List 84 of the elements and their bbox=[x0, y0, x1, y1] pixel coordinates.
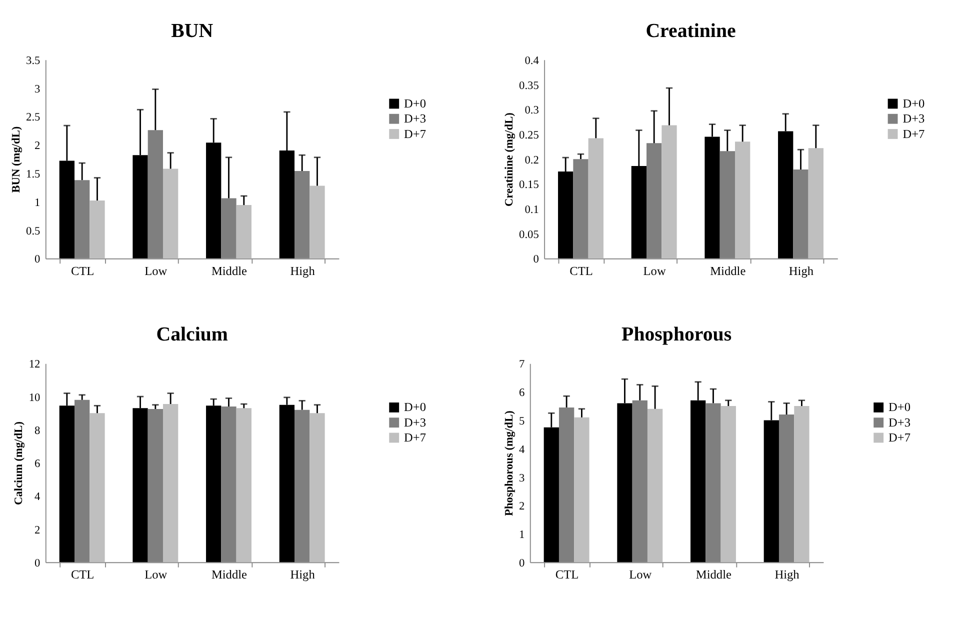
y-tick-label: 0.4 bbox=[524, 54, 540, 67]
y-tick-label: 0.5 bbox=[26, 225, 41, 238]
legend-label: D+0 bbox=[404, 96, 426, 110]
y-tick-label: 4 bbox=[519, 444, 526, 456]
chart-title: BUN bbox=[171, 20, 214, 42]
y-tick-label: 3 bbox=[519, 472, 526, 484]
bar bbox=[574, 417, 590, 562]
y-tick-label: 0.35 bbox=[519, 80, 540, 92]
legend-label: D+7 bbox=[902, 126, 925, 141]
y-tick-label: 0.3 bbox=[524, 104, 540, 117]
bar bbox=[647, 408, 663, 562]
legend-label: D+3 bbox=[404, 415, 426, 430]
bar bbox=[662, 125, 677, 258]
y-tick-label: 0 bbox=[519, 557, 526, 570]
bar bbox=[310, 413, 325, 562]
y-tick-label: 4 bbox=[34, 491, 41, 504]
bar bbox=[310, 186, 325, 258]
y-tick-label: 0.25 bbox=[519, 129, 540, 142]
y-tick-label: 0.1 bbox=[524, 204, 539, 216]
bar bbox=[794, 406, 810, 562]
x-tick-label: High bbox=[788, 264, 814, 278]
y-tick-label: 5 bbox=[519, 415, 526, 428]
chart-title: Phosphorous bbox=[622, 324, 732, 346]
x-tick-label: CTL bbox=[555, 568, 579, 582]
y-tick-label: 0.15 bbox=[519, 179, 540, 192]
y-tick-label: 6 bbox=[519, 387, 526, 400]
y-axis-title: BUN (mg/dL) bbox=[10, 126, 22, 193]
x-tick-label: Low bbox=[643, 264, 666, 278]
y-tick-label: 0 bbox=[533, 254, 540, 266]
chart-title: Calcium bbox=[156, 324, 228, 346]
y-tick-label: 6 bbox=[34, 458, 41, 470]
x-tick-label: CTL bbox=[570, 264, 593, 278]
bar bbox=[236, 205, 252, 258]
chart-title: Creatinine bbox=[646, 20, 736, 42]
bar bbox=[808, 148, 824, 258]
x-tick-label: Low bbox=[629, 568, 652, 582]
bar bbox=[734, 142, 750, 258]
y-axis-title: Phosphorous (mg/dL) bbox=[503, 410, 516, 516]
x-tick-label: High bbox=[774, 568, 800, 582]
x-tick-label: Low bbox=[144, 264, 168, 278]
x-tick-label: High bbox=[290, 568, 315, 582]
legend-label: D+0 bbox=[404, 400, 426, 414]
y-tick-label: 10 bbox=[28, 392, 41, 404]
y-tick-label: 1 bbox=[34, 196, 40, 209]
y-tick-label: 3.5 bbox=[26, 54, 41, 67]
bar bbox=[162, 168, 178, 258]
y-axis-title: Calcium (mg/dL) bbox=[13, 421, 26, 506]
y-tick-label: 0.2 bbox=[524, 154, 540, 166]
x-tick-label: Middle bbox=[211, 568, 248, 582]
legend-label: D+7 bbox=[404, 430, 426, 445]
legend-label: D+7 bbox=[404, 126, 426, 141]
legend-label: D+3 bbox=[888, 415, 910, 430]
y-tick-label: 2 bbox=[34, 140, 41, 152]
bar bbox=[720, 406, 736, 562]
legend-label: D+3 bbox=[902, 112, 925, 126]
y-tick-label: 3 bbox=[34, 83, 41, 96]
x-tick-label: Middle bbox=[710, 264, 746, 278]
x-tick-label: CTL bbox=[70, 264, 94, 278]
y-tick-label: 2.5 bbox=[26, 112, 41, 124]
y-tick-label: 8 bbox=[34, 424, 41, 437]
bar bbox=[588, 138, 604, 258]
y-tick-label: 2 bbox=[34, 524, 41, 536]
y-axis-title: Creatinine (mg/dL) bbox=[503, 112, 516, 207]
y-tick-label: 0 bbox=[34, 557, 41, 570]
x-tick-label: High bbox=[290, 264, 315, 278]
y-tick-label: 7 bbox=[519, 358, 526, 371]
bar bbox=[162, 404, 178, 562]
y-tick-label: 2 bbox=[519, 500, 526, 513]
x-tick-label: Middle bbox=[211, 264, 248, 278]
legend-label: D+0 bbox=[902, 96, 925, 110]
legend-label: D+3 bbox=[404, 112, 426, 126]
bar bbox=[236, 408, 252, 562]
x-tick-label: Middle bbox=[696, 568, 732, 582]
legend-label: D+7 bbox=[888, 430, 910, 445]
bar bbox=[90, 200, 105, 258]
x-tick-label: Low bbox=[144, 568, 168, 582]
y-tick-label: 1 bbox=[519, 529, 525, 542]
y-tick-label: 1.5 bbox=[26, 168, 41, 181]
y-tick-label: 12 bbox=[28, 358, 41, 371]
legend-label: D+0 bbox=[888, 400, 910, 414]
bar bbox=[90, 413, 105, 562]
y-tick-label: 0 bbox=[34, 254, 41, 266]
x-tick-label: CTL bbox=[70, 568, 94, 582]
y-tick-label: 0.05 bbox=[519, 228, 540, 241]
